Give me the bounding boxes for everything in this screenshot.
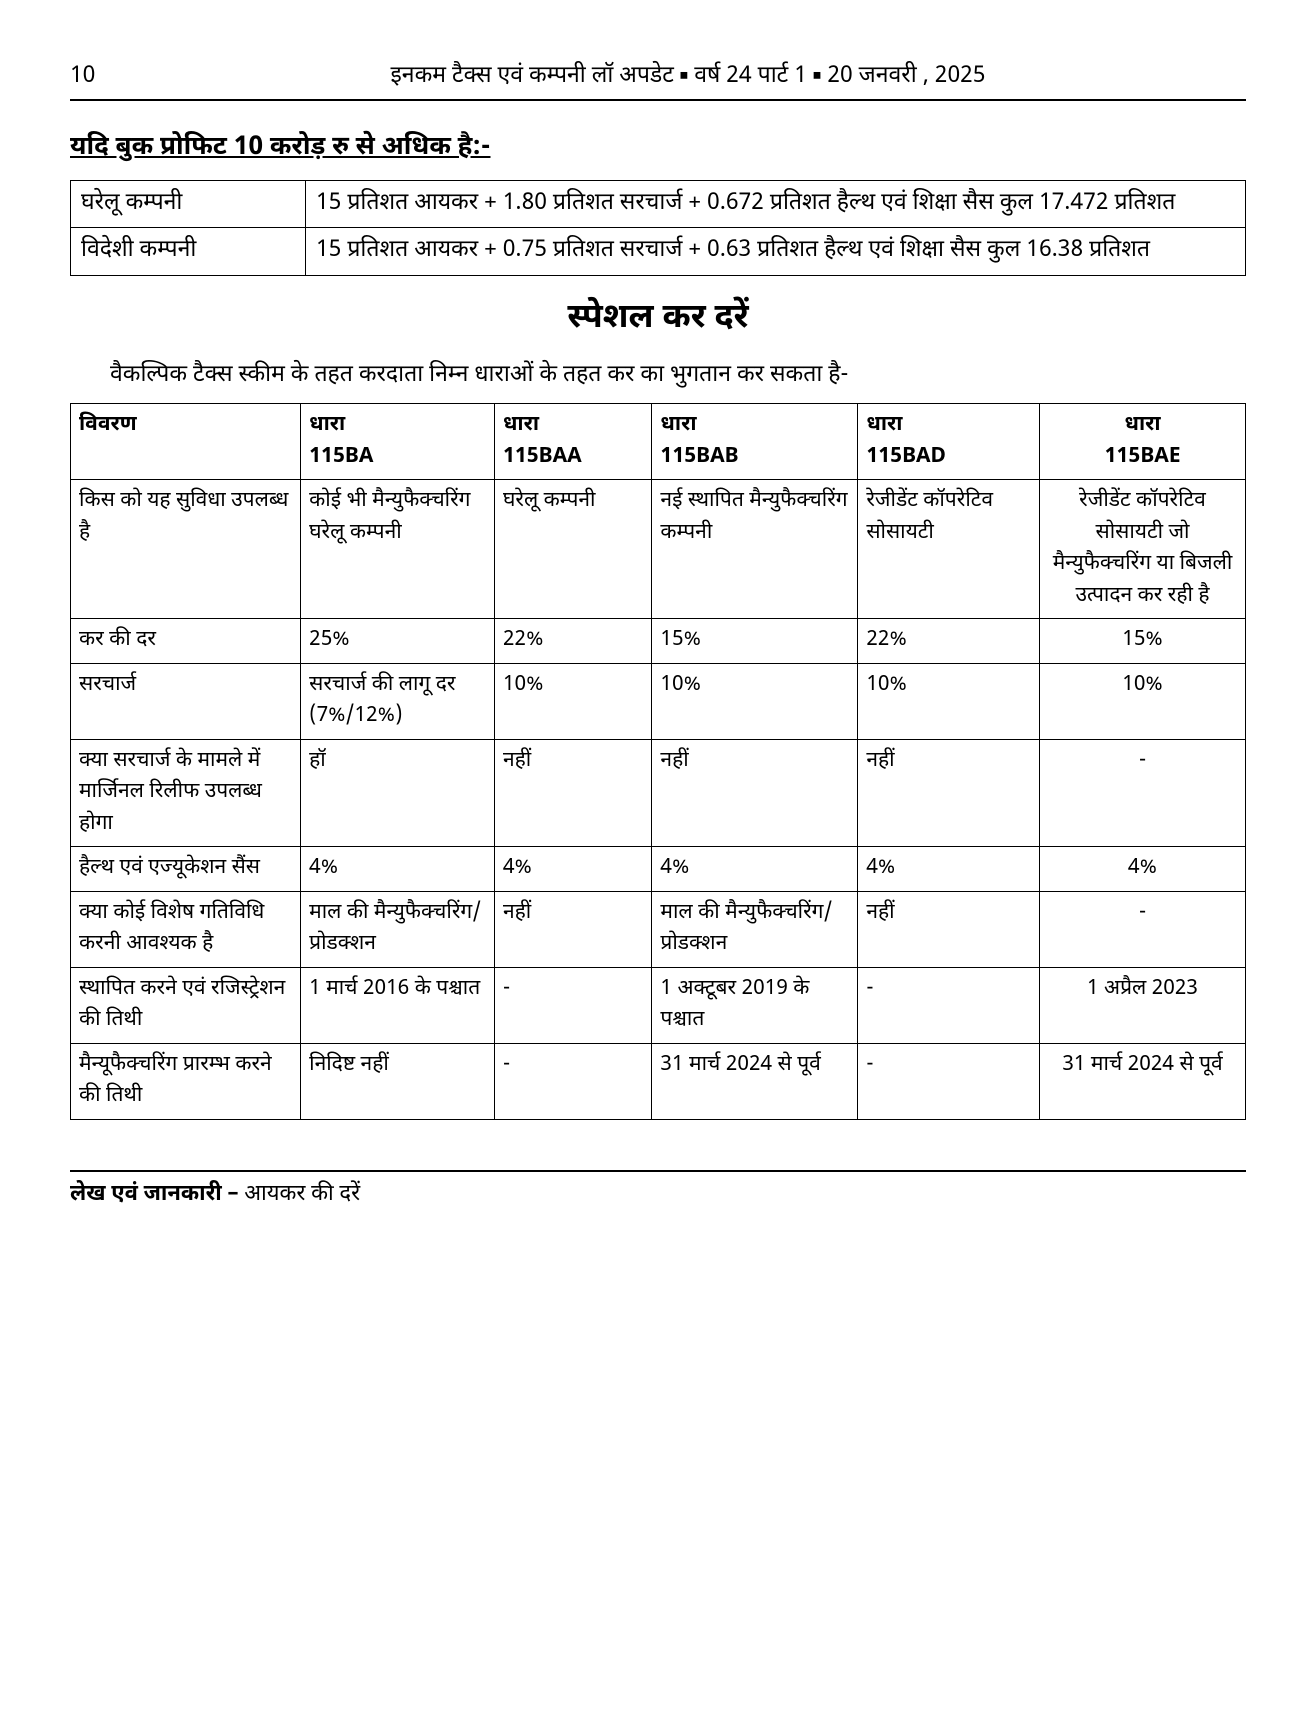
table-cell: 4% [301,847,495,892]
table-cell: - [1040,739,1246,847]
table-cell: सरचार्ज की लागू दर (7%/12%) [301,663,495,739]
special-intro: वैकल्पिक टैक्स स्कीम के तहत करदाता निम्न… [70,359,1246,394]
page-footer: लेख एवं जानकारी – आयकर की दरें [70,1170,1246,1211]
special-rates-title: स्पेशल कर दरें [70,294,1246,345]
table-cell: नहीं [494,891,651,967]
table-row: किस को यह सुविधा उपलब्ध हैकोई भी मैन्युफ… [71,480,1246,619]
table-row: विदेशी कम्पनी15 प्रतिशत आयकर + 0.75 प्रत… [71,228,1246,276]
table-cell: 1 अप्रैल 2023 [1040,967,1246,1043]
tax-calc-cell: 15 प्रतिशत आयकर + 0.75 प्रतिशत सरचार्ज +… [306,228,1246,276]
table-cell: माल की मैन्युफैक्चरिंग/ प्रोडक्शन [652,891,858,967]
tax-calc-cell: 15 प्रतिशत आयकर + 1.80 प्रतिशत सरचार्ज +… [306,180,1246,228]
table-cell: 4% [858,847,1040,892]
table-cell: 4% [494,847,651,892]
column-header: धारा115BAD [858,404,1040,480]
table-cell: क्या सरचार्ज के मामले में मार्जिनल रिलीफ… [71,739,301,847]
table-row: हैल्थ एवं एज्यूकेशन सैंस4%4%4%4%4% [71,847,1246,892]
table-cell: 31 मार्च 2024 से पूर्व [652,1043,858,1119]
table-cell: रेजीडेंट कॉपरेटिव सोसायटी जो मैन्युफैक्च… [1040,480,1246,619]
table-row: क्या सरचार्ज के मामले में मार्जिनल रिलीफ… [71,739,1246,847]
table-cell: 15% [1040,619,1246,664]
table-row: सरचार्जसरचार्ज की लागू दर (7%/12%)10%10%… [71,663,1246,739]
table-cell: 25% [301,619,495,664]
table-book-profit: घरेलू कम्पनी15 प्रतिशत आयकर + 1.80 प्रति… [70,180,1246,276]
table-cell: किस को यह सुविधा उपलब्ध है [71,480,301,619]
table-cell: निदिष्ट नहीं [301,1043,495,1119]
column-header: विवरण [71,404,301,480]
table-cell: क्या कोई विशेष गतिविधि करनी आवश्यक है [71,891,301,967]
table-cell: 10% [494,663,651,739]
table-cell: नहीं [858,739,1040,847]
table-cell: मैन्यूफैक्चरिंग प्रारम्भ करने की तिथी [71,1043,301,1119]
column-header: धारा115BAB [652,404,858,480]
table-cell: 1 अक्टूबर 2019 के पश्चात [652,967,858,1043]
table-cell: 10% [858,663,1040,739]
table-row: क्या कोई विशेष गतिविधि करनी आवश्यक हैमाल… [71,891,1246,967]
table-cell: नई स्थापित मैन्युफैक्चरिंग कम्पनी [652,480,858,619]
table-cell: नहीं [652,739,858,847]
table-cell: स्थापित करने एवं रजिस्ट्रेशन की तिथी [71,967,301,1043]
table-cell: 22% [858,619,1040,664]
table-cell: 10% [652,663,858,739]
table-row: कर की दर25%22%15%22%15% [71,619,1246,664]
table-cell: कोई भी मैन्युफैक्चरिंग घरेलू कम्पनी [301,480,495,619]
company-type-cell: विदेशी कम्पनी [71,228,306,276]
table-cell: 4% [652,847,858,892]
column-header: धारा115BAE [1040,404,1246,480]
table-cell: घरेलू कम्पनी [494,480,651,619]
table-cell: 1 मार्च 2016 के पश्चात [301,967,495,1043]
column-header: धारा115BA [301,404,495,480]
table-cell: - [494,967,651,1043]
table-cell: नहीं [494,739,651,847]
page-number: 10 [70,60,130,95]
table-row: स्थापित करने एवं रजिस्ट्रेशन की तिथी1 मा… [71,967,1246,1043]
column-header: धारा115BAA [494,404,651,480]
table-cell: नहीं [858,891,1040,967]
table-cell: माल की मैन्युफैक्चरिंग/ प्रोडक्शन [301,891,495,967]
table-cell: हॉ [301,739,495,847]
table-cell: - [1040,891,1246,967]
table-cell: 31 मार्च 2024 से पूर्व [1040,1043,1246,1119]
table-cell: 4% [1040,847,1246,892]
company-type-cell: घरेलू कम्पनी [71,180,306,228]
header-title: इनकम टैक्स एवं कम्पनी लॉ अपडेट ■ वर्ष 24… [130,60,1246,95]
table-cell: सरचार्ज [71,663,301,739]
table-cell: - [858,967,1040,1043]
table-cell: 15% [652,619,858,664]
footer-text: आयकर की दरें [244,1180,360,1209]
footer-label: लेख एवं जानकारी – [70,1180,239,1209]
table-cell: रेजीडेंट कॉपरेटिव सोसायटी [858,480,1040,619]
page-header: 10 इनकम टैक्स एवं कम्पनी लॉ अपडेट ■ वर्ष… [70,60,1246,101]
table-row: मैन्यूफैक्चरिंग प्रारम्भ करने की तिथीनिद… [71,1043,1246,1119]
table-cell: - [858,1043,1040,1119]
table-cell: - [494,1043,651,1119]
section1-heading: यदि बुक प्रोफिट 10 करोड़ रु से अधिक है:- [70,129,1246,168]
table-cell: 10% [1040,663,1246,739]
table-row: घरेलू कम्पनी15 प्रतिशत आयकर + 1.80 प्रति… [71,180,1246,228]
table-special-rates: विवरणधारा115BAधारा115BAAधारा115BABधारा11… [70,403,1246,1120]
table-cell: कर की दर [71,619,301,664]
table-cell: 22% [494,619,651,664]
table-cell: हैल्थ एवं एज्यूकेशन सैंस [71,847,301,892]
